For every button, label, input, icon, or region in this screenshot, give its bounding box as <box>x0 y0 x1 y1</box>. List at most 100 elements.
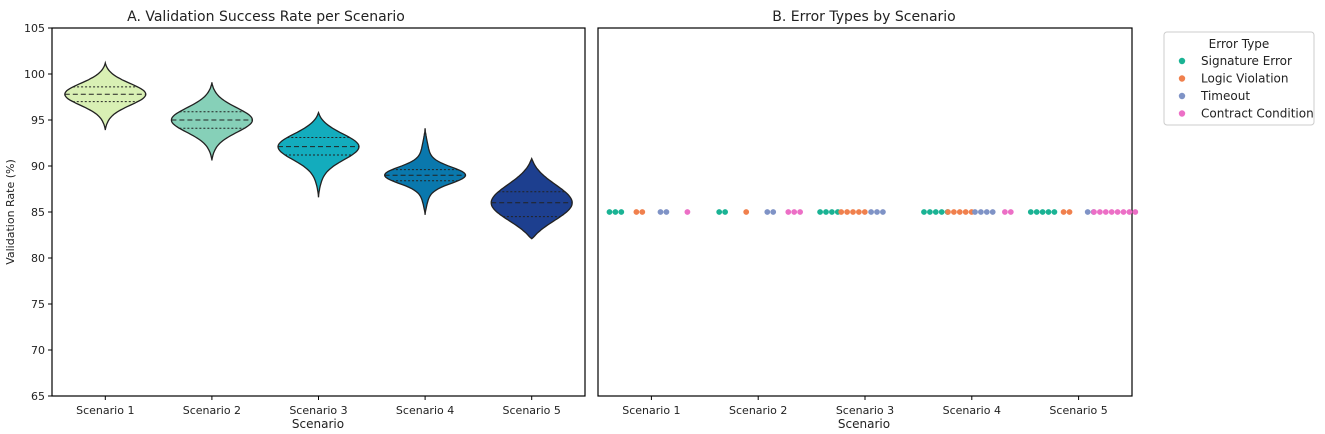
x-tick-label: Scenario 3 <box>836 404 894 417</box>
error-point <box>983 209 990 215</box>
x-tick-label: Scenario 1 <box>76 404 134 417</box>
error-point <box>972 209 978 215</box>
error-point <box>956 209 963 215</box>
error-point <box>722 209 728 215</box>
error-point <box>817 209 823 215</box>
y-tick-label: 90 <box>31 160 45 173</box>
error-point <box>1132 209 1139 215</box>
legend-items: Signature Error Logic Violation Timeout Con… <box>1178 54 1314 121</box>
legend-label: Signature Error <box>1201 54 1292 68</box>
error-point <box>1051 209 1058 215</box>
legend: Error Type Signature Error Logic Violatio… <box>1163 31 1315 126</box>
legend-label: Contract Condition <box>1201 107 1314 121</box>
error-point <box>945 209 951 215</box>
error-point <box>938 209 945 215</box>
y-tick-label: 105 <box>24 22 45 35</box>
error-point <box>989 209 996 215</box>
error-point <box>932 209 939 215</box>
error-point <box>1066 209 1073 215</box>
error-point <box>785 209 792 215</box>
error-point <box>868 209 874 215</box>
error-point <box>618 209 625 215</box>
panel-a-y-label: Validation Rate (%) <box>4 159 17 265</box>
error-point <box>1060 209 1067 215</box>
legend-marker <box>1178 92 1186 100</box>
x-tick-label: Scenario 5 <box>503 404 561 417</box>
error-point <box>684 209 691 215</box>
violins <box>64 60 573 240</box>
error-point <box>844 209 850 215</box>
error-point <box>1084 209 1091 215</box>
error-point <box>606 209 613 215</box>
violin-body <box>490 156 573 240</box>
error-point <box>1097 209 1103 215</box>
error-point <box>823 209 829 215</box>
error-point <box>1102 209 1109 215</box>
error-point <box>663 209 670 215</box>
error-point <box>1007 209 1014 215</box>
error-point <box>1027 209 1034 215</box>
error-point <box>921 209 927 215</box>
error-point <box>1039 209 1046 215</box>
y-tick-label: 70 <box>31 344 45 357</box>
error-point <box>657 209 664 215</box>
error-point <box>1120 209 1127 215</box>
error-point <box>1091 209 1097 215</box>
error-point <box>861 209 868 215</box>
error-point <box>764 209 771 215</box>
x-tick-label: Scenario 4 <box>396 404 454 417</box>
error-point <box>951 209 957 215</box>
x-tick-label: Scenario 2 <box>729 404 787 417</box>
error-point <box>962 209 969 215</box>
error-point <box>612 209 619 215</box>
error-point <box>850 209 856 215</box>
legend-label: Logic Violation <box>1201 72 1288 86</box>
y-tick-label: 85 <box>31 206 45 219</box>
legend-box <box>1163 31 1315 126</box>
error-point <box>874 209 880 215</box>
scatter-chart-panel: B. Error Types by Scenario Scenario 1 Sce… <box>597 9 1139 431</box>
x-tick-label: Scenario 2 <box>183 404 241 417</box>
legend-marker <box>1178 110 1186 117</box>
x-tick-label: Scenario 4 <box>943 404 1001 417</box>
error-point <box>1002 209 1008 215</box>
error-point <box>1126 209 1133 215</box>
error-point <box>978 209 984 215</box>
panel-b-x-axis: Scenario 1 Scenario 2 Scenario 3 Scenario 4… <box>622 396 1108 417</box>
panel-b-title: B. Error Types by Scenario <box>772 9 955 25</box>
y-tick-label: 65 <box>31 390 45 403</box>
error-point <box>797 209 803 215</box>
panel-a-x-label: Scenario <box>292 417 344 431</box>
x-tick-label: Scenario 5 <box>1049 404 1107 417</box>
violin-body <box>170 82 254 161</box>
y-tick-label: 80 <box>31 252 45 265</box>
y-tick-label: 95 <box>31 114 45 127</box>
legend-title: Error Type <box>1209 37 1270 51</box>
violin-body <box>384 128 467 215</box>
violin-body <box>64 60 147 131</box>
error-point <box>927 209 933 215</box>
panel-a-y-axis: 65 70 75 80 85 90 95 100 105 <box>24 22 52 403</box>
legend-marker <box>1178 57 1186 65</box>
y-tick-label: 100 <box>24 68 45 81</box>
error-point <box>633 209 640 215</box>
error-point <box>770 209 777 215</box>
error-point <box>1045 209 1052 215</box>
error-point <box>829 209 835 215</box>
error-point <box>791 209 798 215</box>
legend-label: Timeout <box>1200 89 1250 103</box>
panel-b-x-label: Scenario <box>838 417 890 431</box>
error-point <box>838 209 845 215</box>
error-point <box>880 209 886 215</box>
y-tick-label: 75 <box>31 298 45 311</box>
error-points <box>606 209 1139 215</box>
violin-chart-panel: A. Validation Success Rate per Scenario … <box>4 9 586 431</box>
x-tick-label: Scenario 1 <box>622 404 680 417</box>
panel-a-title: A. Validation Success Rate per Scenario <box>127 9 405 25</box>
error-point <box>716 209 723 215</box>
x-tick-label: Scenario 3 <box>289 404 347 417</box>
error-point <box>1114 209 1121 215</box>
error-point <box>743 209 750 215</box>
panel-a-x-axis: Scenario 1 Scenario 2 Scenario 3 Scenario 4… <box>76 396 561 417</box>
